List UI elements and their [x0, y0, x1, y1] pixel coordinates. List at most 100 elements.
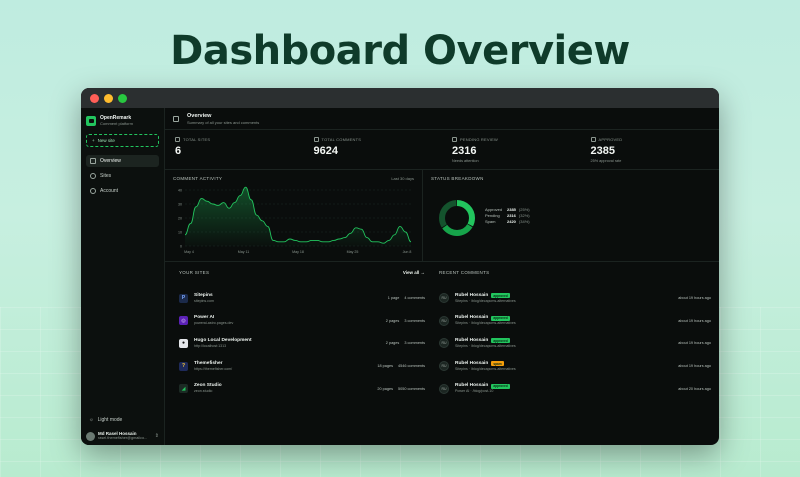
user-menu[interactable]: Md Rasel Hossain rasel.themefisher@gmail…	[86, 431, 159, 441]
site-logo-icon: ?	[179, 361, 188, 371]
donut-legend: Approved 2385 (25%) Pending 2316 (32%) S…	[485, 206, 530, 224]
stat-note: 25% approval rate	[590, 159, 622, 163]
comment-path: Sitepins · /blog/decapcms-alternatives	[455, 321, 516, 326]
stat-approved: Approved 2385 25% approval rate	[581, 130, 720, 169]
stat-note: Needs attention	[452, 159, 479, 163]
site-name: Zeon Studio	[194, 383, 222, 389]
section-title: Status Breakdown	[431, 176, 484, 181]
comment-time: about 20 hours ago	[678, 386, 711, 391]
stat-label: Pending Review	[460, 137, 498, 142]
sidebar-item-overview[interactable]: Overview	[86, 155, 159, 167]
stat-total-comments: Total Comments 9624	[304, 130, 443, 169]
comment-row[interactable]: RU Rubel Hossain approved Power AI · /blog/…	[439, 377, 711, 400]
comment-path: Sitepins · /blog/decapcms-alternatives	[455, 343, 516, 348]
status-badge: approved	[491, 315, 510, 321]
stat-value: 2385	[590, 145, 615, 157]
new-site-button[interactable]: + New site	[86, 134, 159, 147]
site-name: Sitepins	[194, 292, 213, 298]
stat-total-sites: Total Sites 6	[165, 130, 304, 169]
sidebar-item-label: Account	[100, 188, 119, 194]
donut-slice-approved	[439, 200, 475, 236]
brand[interactable]: OpenRemark Comment platform	[86, 115, 159, 126]
status-badge: approved	[491, 293, 510, 299]
message-icon	[313, 137, 319, 142]
globe-icon	[175, 137, 180, 142]
comment-row[interactable]: RU Rubel Hossain approved Sitepins · /blog/…	[439, 332, 711, 355]
user-email: rasel.themefisher@gmailco...	[98, 436, 148, 440]
legend-value: 2385	[507, 206, 516, 212]
comment-time: about 19 hours ago	[678, 318, 711, 323]
gear-icon	[90, 188, 96, 194]
commenter-name: Rubel Hossain	[455, 315, 489, 321]
lists-row: Your Sites View all → P Sitepins sitepins.…	[165, 262, 719, 400]
site-name: Themefisher	[194, 360, 223, 366]
commenter-name: Rubel Hossain	[455, 292, 489, 298]
status-badge: spam	[491, 361, 504, 367]
minimize-window-button[interactable]	[104, 93, 113, 103]
stat-label: Approved	[598, 137, 623, 142]
site-row[interactable]: ● Hugo Local Development http://localhost:…	[179, 332, 425, 355]
comment-row[interactable]: RU Rubel Hossain approved Sitepins · /blog/…	[439, 287, 711, 310]
comment-activity-card: Comment Activity Last 30 days 0 10 20 30 40 M…	[165, 170, 423, 261]
comment-time: about 19 hours ago	[678, 341, 711, 346]
site-logo-icon: ◎	[179, 316, 188, 326]
site-row[interactable]: ◢ Zeon Studio zeon.studio 20 pages 5050 comm…	[179, 377, 425, 400]
site-row[interactable]: ? Themefisher https://themefisher.com/18 p…	[179, 355, 425, 378]
brand-subtitle: Comment platform	[100, 121, 133, 126]
legend-name: Spam	[485, 218, 496, 224]
legend-value: 2420	[507, 218, 516, 224]
light-mode-label: Light mode	[97, 417, 123, 423]
sidebar-toggle-icon[interactable]	[173, 115, 179, 122]
globe-icon	[90, 173, 96, 179]
y-tick-label: 20	[178, 217, 182, 221]
site-pages: 2 pages	[385, 341, 400, 346]
sidebar-item-account[interactable]: Account	[86, 185, 159, 197]
close-window-button[interactable]	[90, 93, 99, 103]
stat-label: Total Comments	[321, 137, 362, 142]
site-row[interactable]: P Sitepins sitepins.com 1 page 4 comments	[179, 287, 425, 310]
avatar: RU	[439, 361, 449, 372]
site-pages: 20 pages	[377, 386, 393, 391]
area-fill	[185, 187, 411, 246]
sun-icon: ☼	[89, 417, 94, 423]
maximize-window-button[interactable]	[118, 93, 127, 103]
legend-pct: (32%)	[518, 212, 530, 218]
site-comments: 4 comments	[404, 296, 425, 301]
site-comments: 3 comments	[404, 341, 425, 346]
site-url: zeon.studio	[194, 389, 213, 394]
comment-row[interactable]: RU Rubel Hossain spam Sitepins · /blog/deca…	[439, 355, 711, 378]
site-pages: 1 page	[387, 296, 400, 301]
stats-row: Total Sites 6 Total Comments 9624 Pendin…	[165, 130, 719, 170]
section-title: Comment Activity	[173, 176, 223, 181]
light-mode-toggle[interactable]: ☼ Light mode	[86, 417, 159, 423]
site-comments: 5050 comments	[397, 386, 425, 391]
grid-icon	[90, 158, 96, 164]
legend-item-pending: Pending 2316 (32%)	[485, 212, 530, 218]
stat-pending-review: Pending Review 2316 Needs attention	[442, 130, 581, 169]
y-tick-label: 0	[180, 245, 182, 249]
hero-title: Dashboard Overview	[170, 28, 630, 74]
comment-row[interactable]: RU Rubel Hossain approved Sitepins · /blog/…	[439, 310, 711, 333]
comment-time: about 19 hours ago	[678, 364, 711, 369]
recent-comments-section: Recent Comments RU Rubel Hossain approved S…	[431, 262, 719, 400]
x-tick-label: May 18	[292, 250, 304, 254]
site-url: https://themefisher.com/	[194, 366, 233, 371]
status-badge: approved	[491, 383, 510, 389]
view-all-link[interactable]: View all →	[402, 270, 425, 275]
stat-label: Total Sites	[183, 137, 211, 142]
avatar: RU	[439, 383, 449, 394]
range-selector[interactable]: Last 30 days	[391, 176, 414, 181]
commenter-name: Rubel Hossain	[455, 360, 489, 366]
x-tick-label: May 11	[238, 250, 250, 254]
plus-icon: +	[92, 138, 95, 143]
series-line	[184, 186, 412, 244]
comment-time: about 19 hours ago	[678, 296, 711, 301]
avatar: RU	[439, 315, 449, 326]
status-breakdown-card: Status Breakdown Approved 2385 (25%) Pen…	[423, 170, 719, 261]
sidebar-item-sites[interactable]: Sites	[86, 170, 159, 182]
site-row[interactable]: ◎ Power AI powerai-astro.pages.dev 2 pages 3…	[179, 310, 425, 333]
status-donut-chart	[439, 200, 475, 236]
window-titlebar	[81, 88, 719, 108]
site-logo-icon: P	[179, 293, 188, 303]
sidebar-item-label: Sites	[100, 173, 112, 179]
